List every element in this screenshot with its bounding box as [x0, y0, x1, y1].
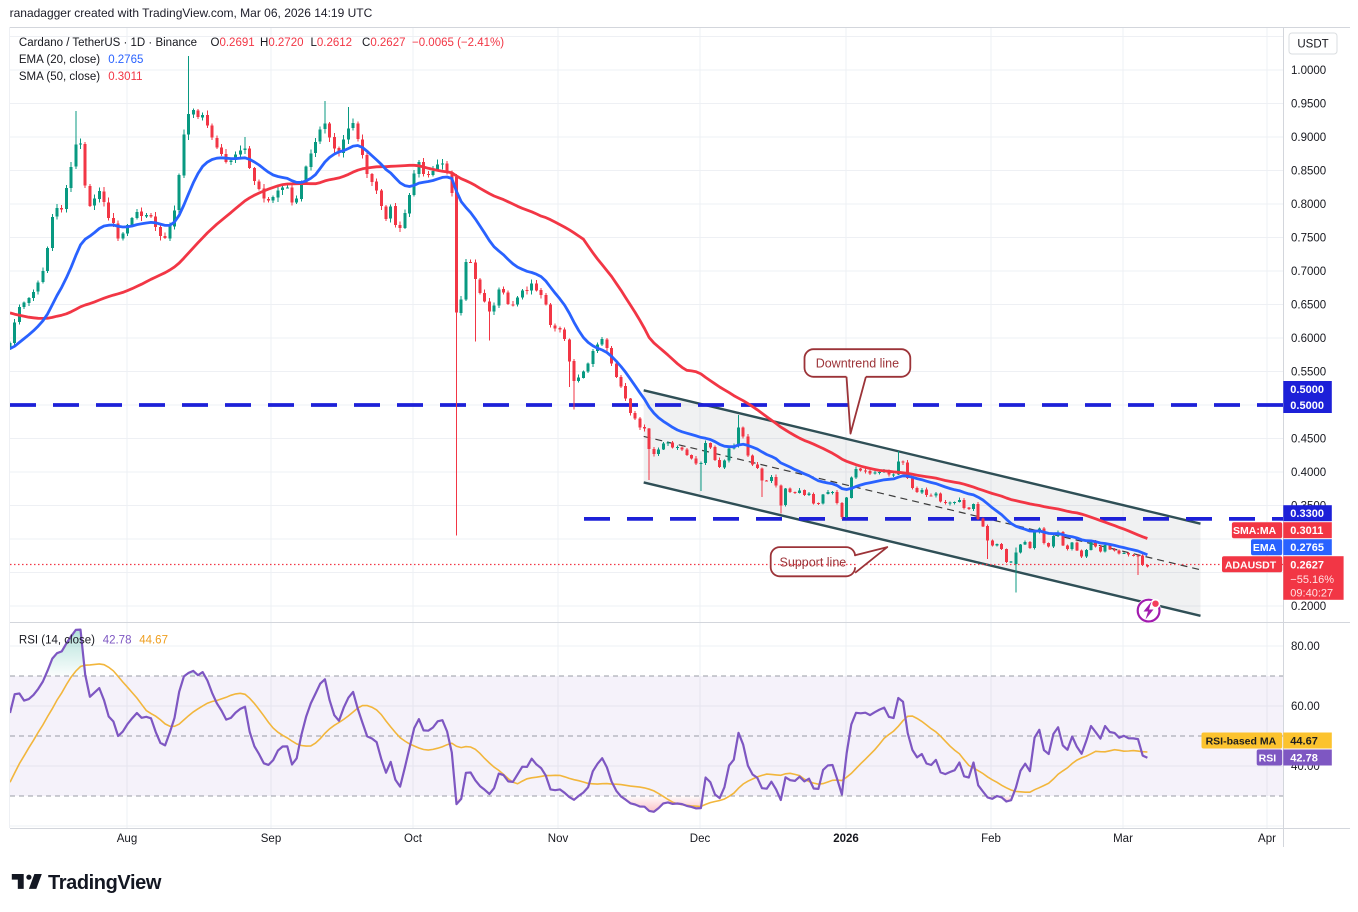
svg-text:0.3011: 0.3011 — [1290, 525, 1323, 537]
svg-text:Oct: Oct — [404, 833, 423, 845]
svg-text:44.67: 44.67 — [1290, 736, 1318, 748]
svg-text:09:40:27: 09:40:27 — [1290, 588, 1333, 600]
svg-text:RSI-based MA: RSI-based MA — [1206, 736, 1277, 748]
svg-text:0.5000: 0.5000 — [1290, 384, 1324, 396]
svg-text:42.78: 42.78 — [1290, 753, 1318, 765]
svg-text:RSI: RSI — [1259, 753, 1277, 765]
svg-text:USDT: USDT — [1297, 39, 1328, 51]
svg-text:0.8000: 0.8000 — [1291, 199, 1326, 211]
svg-text:EMA (20, close) 0.2765: EMA (20, close) 0.2765 — [19, 54, 143, 66]
svg-text:Downtrend line: Downtrend line — [816, 357, 899, 371]
svg-text:0.9000: 0.9000 — [1291, 132, 1326, 144]
svg-text:TradingView: TradingView — [48, 872, 162, 894]
svg-text:Apr: Apr — [1258, 833, 1276, 845]
svg-text:Support line: Support line — [780, 556, 847, 570]
svg-text:80.00: 80.00 — [1291, 641, 1320, 653]
svg-text:EMA: EMA — [1253, 542, 1277, 554]
svg-text:0.4000: 0.4000 — [1291, 467, 1326, 479]
svg-text:Cardano / TetherUS · 1D · Bina: Cardano / TetherUS · 1D · Binance O0.2691… — [19, 37, 504, 49]
svg-text:0.7000: 0.7000 — [1291, 266, 1326, 278]
svg-text:Sep: Sep — [261, 833, 281, 845]
svg-text:Mar: Mar — [1113, 833, 1133, 845]
svg-text:Feb: Feb — [981, 833, 1001, 845]
svg-text:0.5000: 0.5000 — [1290, 400, 1324, 412]
svg-text:RSI (14, close) 42.78 44.67: RSI (14, close) 42.78 44.67 — [19, 635, 168, 647]
svg-text:0.6500: 0.6500 — [1291, 300, 1326, 312]
svg-text:0.4500: 0.4500 — [1291, 434, 1326, 446]
svg-text:ADAUSDT: ADAUSDT — [1225, 559, 1277, 571]
svg-text:0.2627: 0.2627 — [1290, 559, 1324, 571]
svg-text:0.7500: 0.7500 — [1291, 233, 1326, 245]
svg-text:2026: 2026 — [833, 833, 859, 845]
svg-text:Nov: Nov — [548, 833, 569, 845]
svg-text:1.0000: 1.0000 — [1291, 65, 1326, 77]
svg-text:0.5500: 0.5500 — [1291, 367, 1326, 379]
svg-text:ranadagger created with Tradin: ranadagger created with TradingView.com,… — [10, 6, 373, 20]
svg-text:SMA:MA: SMA:MA — [1233, 525, 1277, 537]
svg-text:Aug: Aug — [117, 833, 137, 845]
svg-text:SMA (50, close) 0.3011: SMA (50, close) 0.3011 — [19, 71, 143, 83]
svg-text:0.3300: 0.3300 — [1290, 508, 1324, 520]
svg-text:0.9500: 0.9500 — [1291, 99, 1326, 111]
svg-text:0.2765: 0.2765 — [1290, 542, 1324, 554]
svg-text:60.00: 60.00 — [1291, 701, 1320, 713]
svg-text:−55.16%: −55.16% — [1290, 574, 1334, 586]
svg-text:0.6000: 0.6000 — [1291, 333, 1326, 345]
svg-text:0.2000: 0.2000 — [1291, 601, 1326, 613]
svg-text:0.8500: 0.8500 — [1291, 166, 1326, 178]
svg-text:Dec: Dec — [690, 833, 711, 845]
